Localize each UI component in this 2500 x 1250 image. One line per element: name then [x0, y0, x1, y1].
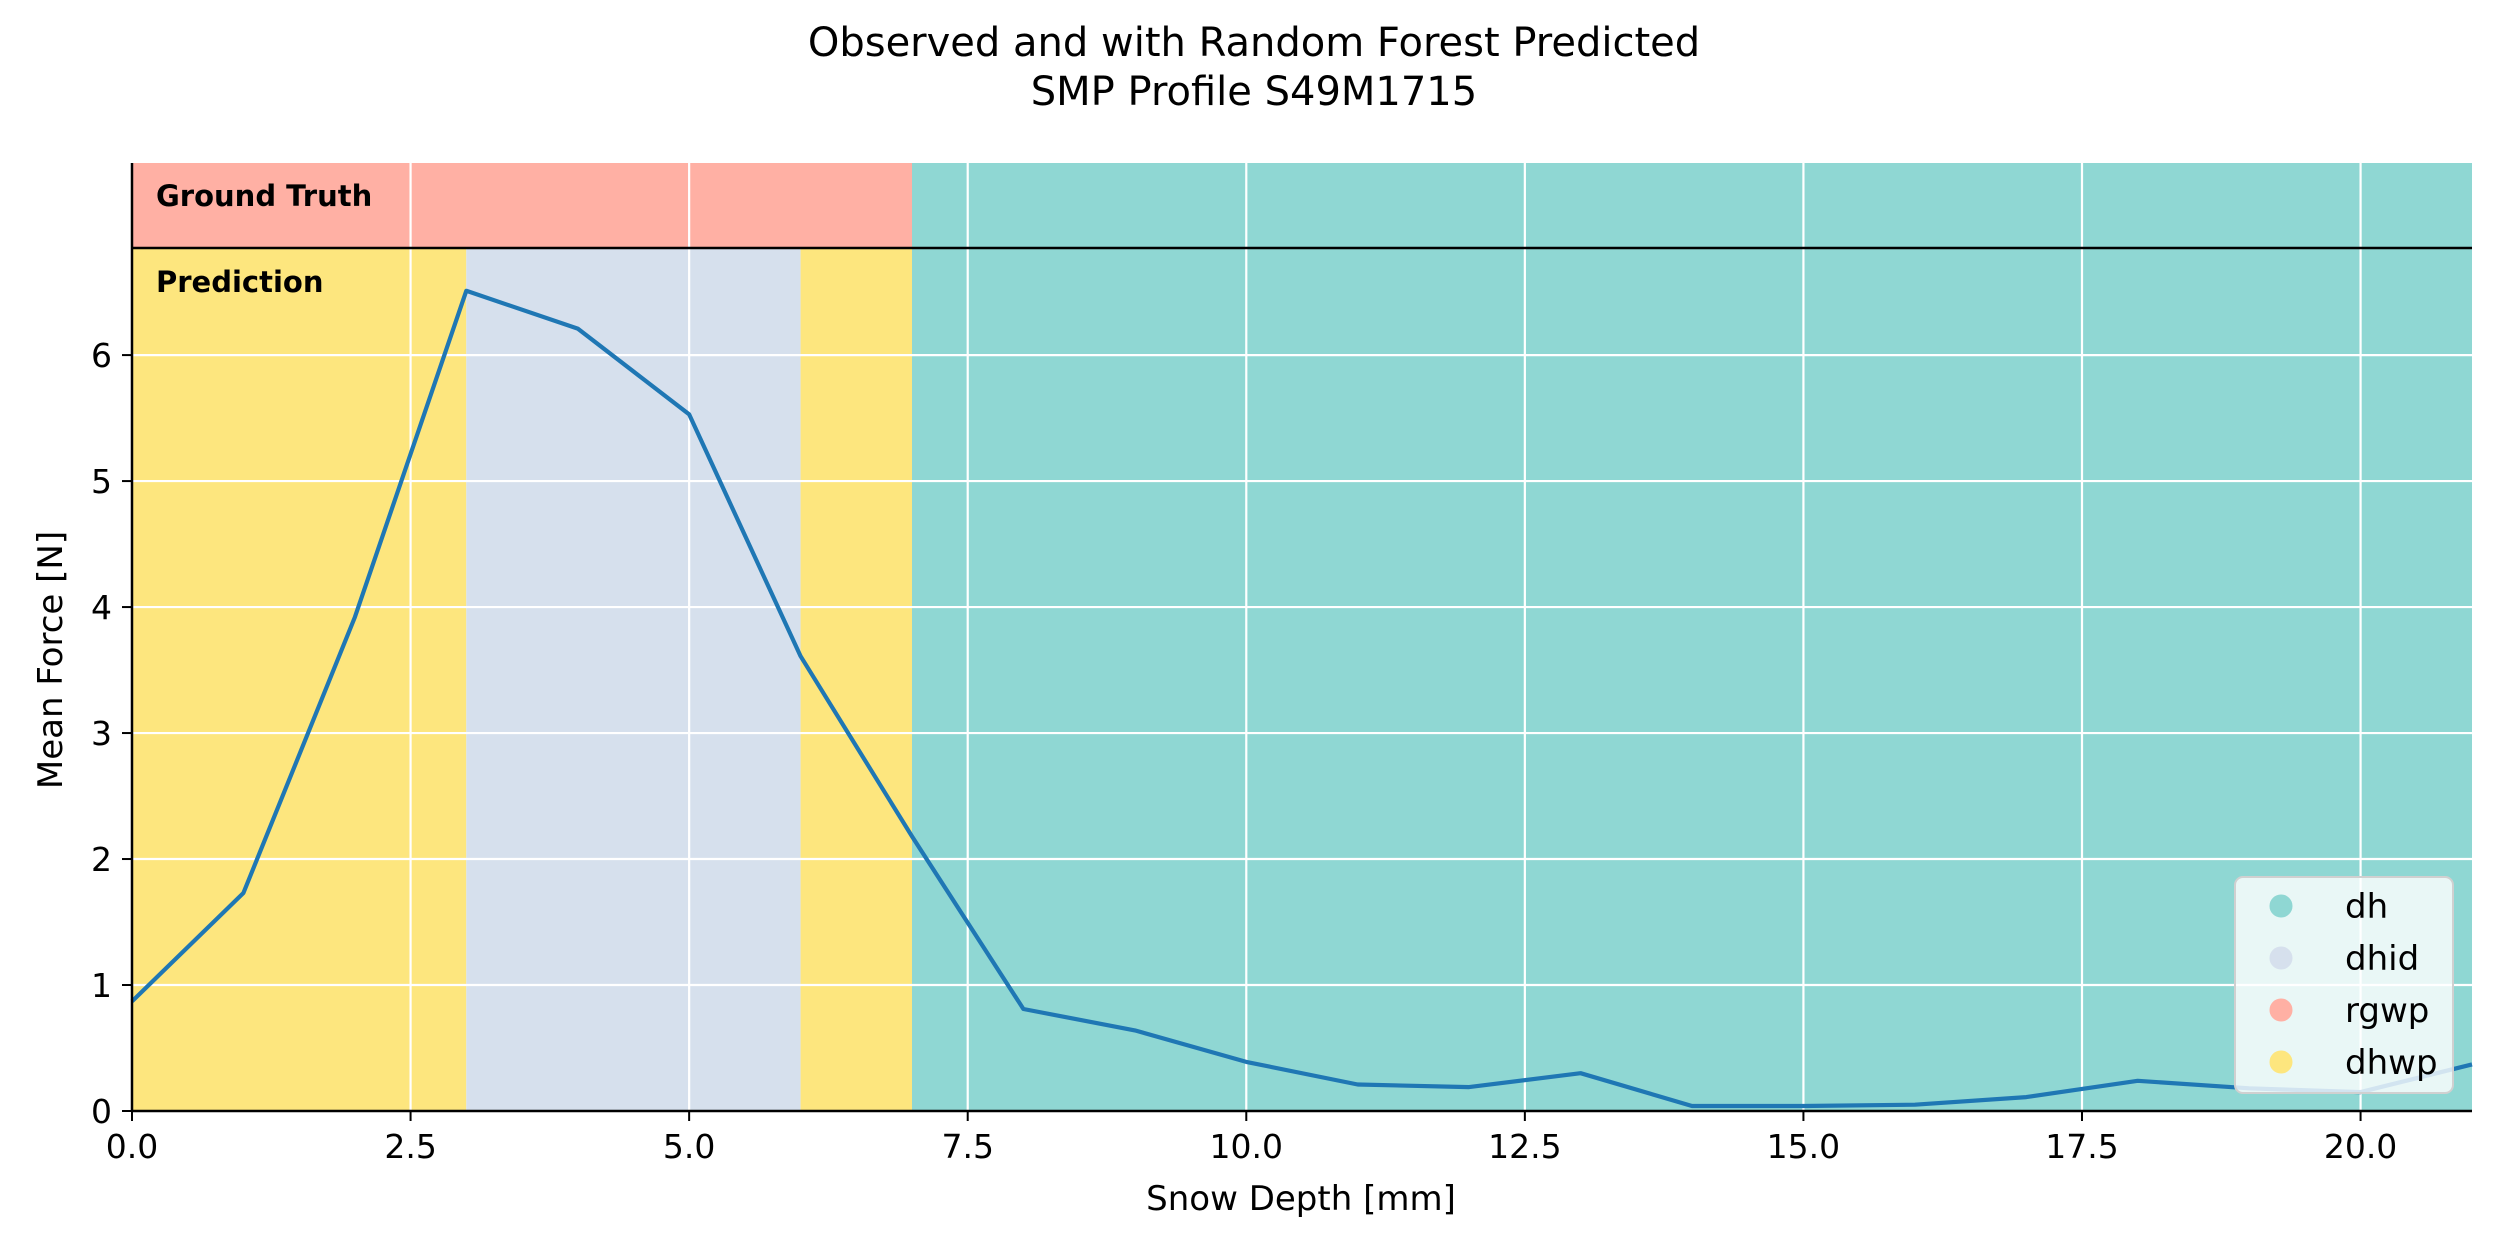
prediction-band-dhwp-2 [800, 248, 912, 1111]
ground-truth-band-rgwp-0 [132, 163, 912, 248]
legend-marker-rgwp [2269, 998, 2293, 1022]
series-line-layer [130, 288, 2473, 1109]
prediction-label: Prediction [156, 265, 324, 299]
prediction-band-dh-3 [912, 248, 2472, 1111]
legend: dh dhid rgwp dhwp [2234, 876, 2454, 1094]
ground-truth-label: Ground Truth [156, 179, 372, 213]
legend-marker-dh [2269, 894, 2293, 918]
prediction-band-dhid-1 [466, 248, 801, 1111]
y-tick-label-1: 1 [91, 966, 112, 1005]
chart-title: Observed and with Random Forest Predicte… [808, 20, 1700, 115]
x-axis-label: Snow Depth [mm] [1146, 1179, 1456, 1219]
series-line-0 [130, 288, 2473, 1109]
legend-label-rgwp: rgwp [2345, 991, 2429, 1031]
x-tick-label-8: 20.0 [2324, 1127, 2397, 1166]
x-tick-label-5: 12.5 [1488, 1127, 1561, 1166]
x-tick-label-4: 10.0 [1210, 1127, 1283, 1166]
x-tick-label-1: 2.5 [384, 1127, 436, 1166]
legend-marker-dhwp [2269, 1050, 2293, 1074]
legend-label-dhwp: dhwp [2345, 1043, 2438, 1083]
x-tick-label-2: 5.0 [663, 1127, 715, 1166]
x-tick-label-3: 7.5 [941, 1127, 993, 1166]
x-tick-label-6: 15.0 [1767, 1127, 1840, 1166]
chart-title-line-2: SMP Profile S49M1715 [1031, 69, 1477, 115]
legend-box [2234, 876, 2454, 1094]
legend-label-dh: dh [2345, 887, 2388, 927]
x-axis-ticks: 0.0 2.5 5.0 7.5 10.0 12.5 15.0 17.5 20.0 [106, 1111, 2397, 1166]
prediction-band-dhwp-0 [132, 248, 467, 1111]
y-axis-label: Mean Force [N] [31, 531, 71, 789]
legend-marker-dhid [2269, 946, 2293, 970]
x-tick-label-7: 17.5 [2045, 1127, 2118, 1166]
y-tick-label-3: 3 [91, 714, 112, 753]
prediction-bands [132, 248, 2472, 1111]
ground-truth-band-dh-1 [912, 163, 2472, 248]
y-tick-label-6: 6 [91, 336, 112, 375]
y-tick-label-4: 4 [91, 588, 112, 627]
legend-label-dhid: dhid [2345, 939, 2419, 979]
y-tick-label-5: 5 [91, 462, 112, 501]
y-tick-label-0: 0 [91, 1092, 112, 1131]
y-axis-ticks: 0 1 2 3 4 5 6 [91, 336, 132, 1131]
chart-title-line-1: Observed and with Random Forest Predicte… [808, 20, 1700, 66]
ground-truth-bands [132, 163, 2472, 248]
x-tick-label-0: 0.0 [106, 1127, 158, 1166]
y-tick-label-2: 2 [91, 840, 112, 879]
grid-lines [130, 163, 2472, 1111]
